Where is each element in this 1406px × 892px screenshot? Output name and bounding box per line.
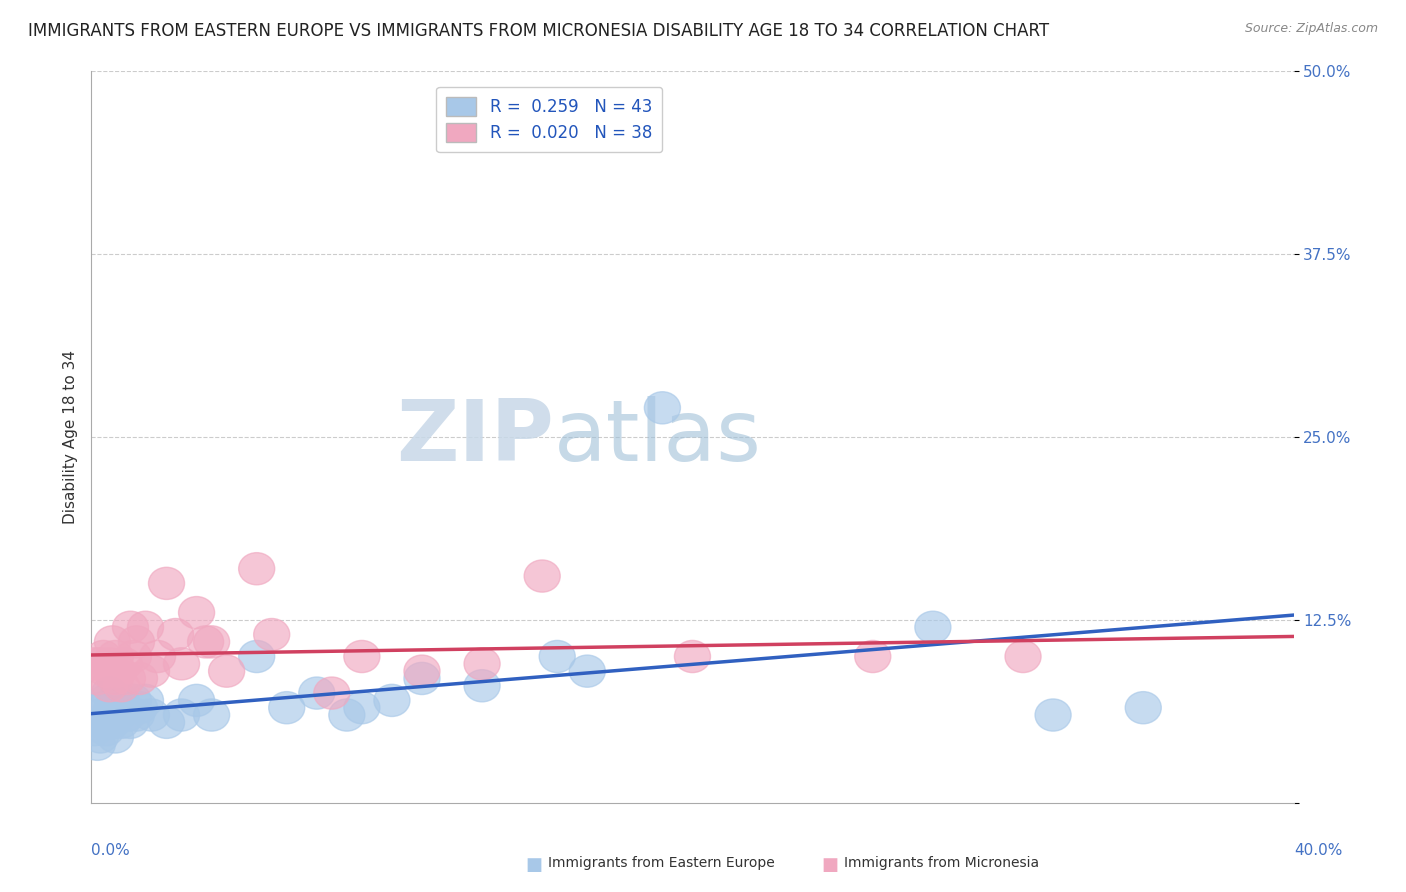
Text: atlas: atlas (554, 395, 762, 479)
Text: ■: ■ (821, 856, 838, 874)
Legend: R =  0.259   N = 43, R =  0.020   N = 38: R = 0.259 N = 43, R = 0.020 N = 38 (436, 87, 662, 153)
Text: ■: ■ (526, 856, 543, 874)
Text: IMMIGRANTS FROM EASTERN EUROPE VS IMMIGRANTS FROM MICRONESIA DISABILITY AGE 18 T: IMMIGRANTS FROM EASTERN EUROPE VS IMMIGR… (28, 22, 1049, 40)
Text: Immigrants from Eastern Europe: Immigrants from Eastern Europe (548, 856, 775, 871)
Text: Source: ZipAtlas.com: Source: ZipAtlas.com (1244, 22, 1378, 36)
Y-axis label: Disability Age 18 to 34: Disability Age 18 to 34 (62, 350, 77, 524)
Text: 40.0%: 40.0% (1295, 843, 1343, 858)
Text: 0.0%: 0.0% (91, 843, 131, 858)
Text: Immigrants from Micronesia: Immigrants from Micronesia (844, 856, 1039, 871)
Text: ZIP: ZIP (396, 395, 554, 479)
